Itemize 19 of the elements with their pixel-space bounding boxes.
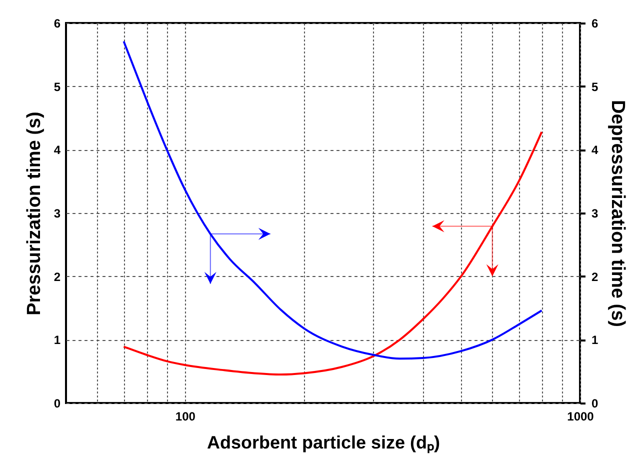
y2-tick-label: 3 [592, 206, 598, 220]
y2-tick-label: 4 [592, 143, 598, 158]
y-tick-label: 5 [54, 80, 61, 94]
y-tick-label: 0 [54, 396, 61, 410]
x-tick-label: 100 [175, 410, 196, 424]
y-tick-label: 4 [54, 143, 61, 158]
y-tick-label: 1 [54, 333, 61, 348]
y2-tick-label: 6 [592, 16, 598, 30]
y-axis-title: Pressurization time (s) [24, 112, 45, 316]
y2-axis-title: Depressurization time (s) [607, 100, 628, 327]
y2-tick-label: 1 [592, 333, 598, 348]
x-axis-title: Adsorbent particle size (dₚ) [206, 432, 440, 454]
x-tick-label: 1000 [567, 410, 594, 424]
y-tick-label: 2 [54, 270, 61, 284]
y-tick-label: 3 [54, 206, 61, 220]
y-tick-label: 6 [54, 16, 61, 30]
y2-tick-label: 2 [592, 270, 598, 284]
y2-tick-label: 0 [592, 396, 598, 410]
y2-tick-label: 5 [592, 80, 598, 94]
